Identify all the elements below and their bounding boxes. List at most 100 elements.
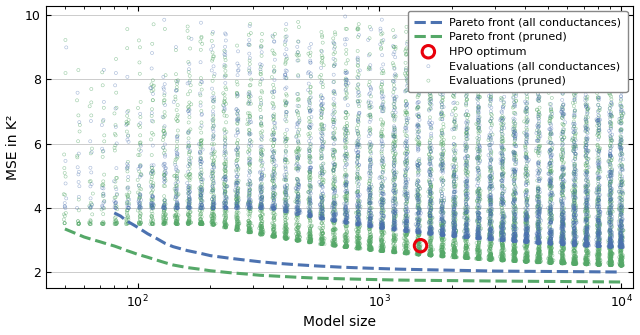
Evaluations (pruned): [426, 34, 436, 40]
Evaluations (pruned): [378, 165, 388, 170]
Evaluations (pruned): [401, 98, 411, 104]
Evaluations (all conductances): [158, 205, 168, 211]
Evaluations (pruned): [615, 20, 625, 25]
Evaluations (all conductances): [616, 235, 627, 240]
Evaluations (all conductances): [485, 231, 495, 237]
Evaluations (pruned): [616, 230, 626, 236]
Evaluations (pruned): [509, 220, 520, 225]
Evaluations (all conductances): [414, 229, 424, 235]
Evaluations (pruned): [172, 203, 182, 208]
Evaluations (pruned): [497, 251, 507, 256]
Evaluations (all conductances): [616, 199, 626, 204]
Evaluations (all conductances): [533, 234, 543, 239]
Evaluations (pruned): [451, 228, 461, 233]
Evaluations (all conductances): [473, 112, 483, 118]
Evaluations (pruned): [317, 229, 327, 234]
Evaluations (all conductances): [508, 127, 518, 132]
Evaluations (pruned): [461, 210, 471, 215]
Evaluations (pruned): [426, 250, 436, 256]
Evaluations (pruned): [379, 239, 389, 245]
Evaluations (all conductances): [509, 136, 520, 141]
Evaluations (all conductances): [414, 129, 424, 135]
Evaluations (pruned): [207, 188, 218, 193]
Evaluations (pruned): [281, 100, 291, 106]
Evaluations (all conductances): [605, 187, 616, 193]
Evaluations (all conductances): [521, 174, 531, 180]
Evaluations (all conductances): [558, 151, 568, 156]
Evaluations (all conductances): [342, 220, 352, 225]
Evaluations (all conductances): [437, 231, 447, 237]
Evaluations (pruned): [593, 68, 603, 73]
Evaluations (pruned): [605, 251, 616, 257]
Evaluations (all conductances): [197, 187, 207, 192]
Evaluations (all conductances): [616, 244, 626, 249]
Evaluations (pruned): [245, 169, 255, 175]
Evaluations (pruned): [485, 102, 495, 107]
Evaluations (all conductances): [486, 206, 497, 211]
Evaluations (all conductances): [486, 237, 496, 242]
Evaluations (pruned): [474, 71, 484, 76]
Evaluations (all conductances): [474, 142, 484, 148]
Evaluations (pruned): [568, 229, 579, 235]
Evaluations (pruned): [546, 260, 556, 265]
Evaluations (pruned): [291, 221, 301, 226]
Evaluations (all conductances): [485, 199, 495, 204]
Evaluations (pruned): [449, 255, 460, 260]
Evaluations (all conductances): [257, 175, 267, 180]
Evaluations (all conductances): [604, 220, 614, 226]
Evaluations (pruned): [401, 110, 412, 116]
Evaluations (pruned): [353, 242, 363, 247]
Evaluations (pruned): [378, 248, 388, 253]
Evaluations (pruned): [403, 230, 413, 236]
Evaluations (all conductances): [533, 223, 543, 228]
Evaluations (all conductances): [616, 179, 627, 184]
Evaluations (all conductances): [402, 118, 412, 123]
Evaluations (all conductances): [207, 167, 218, 173]
Evaluations (pruned): [183, 130, 193, 136]
Evaluations (pruned): [293, 58, 303, 63]
Evaluations (all conductances): [605, 238, 616, 243]
Evaluations (pruned): [483, 256, 493, 262]
Evaluations (pruned): [328, 240, 338, 245]
Evaluations (all conductances): [509, 187, 519, 192]
Evaluations (all conductances): [463, 233, 474, 239]
Evaluations (pruned): [185, 172, 195, 177]
Evaluations (pruned): [594, 251, 604, 257]
Evaluations (pruned): [545, 231, 556, 236]
Evaluations (pruned): [305, 172, 315, 177]
Evaluations (pruned): [484, 257, 495, 262]
Evaluations (pruned): [570, 179, 580, 184]
Evaluations (pruned): [461, 202, 471, 207]
Evaluations (pruned): [376, 237, 386, 243]
Evaluations (pruned): [342, 151, 352, 157]
Evaluations (pruned): [463, 255, 473, 260]
Evaluations (pruned): [282, 236, 292, 241]
Evaluations (all conductances): [364, 53, 374, 58]
Evaluations (all conductances): [388, 130, 399, 135]
Evaluations (all conductances): [607, 234, 617, 240]
Evaluations (pruned): [483, 216, 493, 221]
Evaluations (all conductances): [182, 81, 193, 86]
Evaluations (all conductances): [449, 233, 460, 239]
Evaluations (all conductances): [292, 121, 302, 126]
Evaluations (all conductances): [329, 212, 339, 217]
Evaluations (all conductances): [510, 238, 520, 243]
Evaluations (pruned): [269, 224, 280, 229]
Evaluations (pruned): [316, 237, 326, 242]
Evaluations (all conductances): [545, 206, 556, 211]
Pareto front (pruned): [123, 249, 131, 253]
Evaluations (pruned): [230, 189, 241, 194]
Evaluations (pruned): [184, 219, 195, 224]
Evaluations (all conductances): [605, 244, 615, 249]
Evaluations (pruned): [317, 241, 327, 247]
Evaluations (all conductances): [557, 111, 567, 116]
Evaluations (pruned): [522, 201, 532, 207]
Evaluations (pruned): [221, 223, 231, 228]
Evaluations (all conductances): [401, 197, 412, 202]
Evaluations (pruned): [485, 251, 495, 257]
Evaluations (all conductances): [522, 212, 532, 217]
Evaluations (all conductances): [570, 126, 580, 132]
Evaluations (all conductances): [545, 227, 556, 232]
Evaluations (all conductances): [450, 230, 460, 236]
Evaluations (all conductances): [280, 199, 290, 204]
